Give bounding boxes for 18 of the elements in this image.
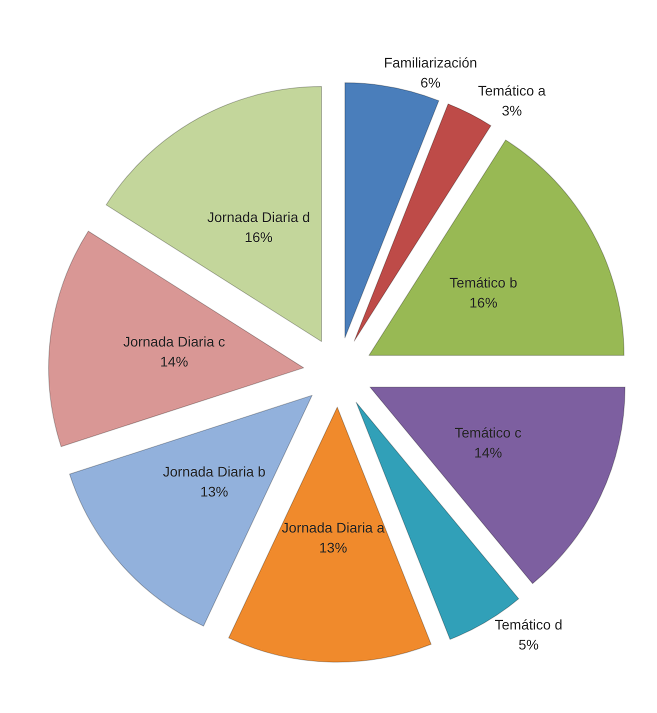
data-label: 13% xyxy=(200,484,228,500)
data-label: 13% xyxy=(319,540,348,556)
data-label: 6% xyxy=(420,74,441,91)
data-label: 14% xyxy=(474,444,502,461)
data-label: 3% xyxy=(502,102,522,118)
slice-label: Jornada Diaria c xyxy=(123,333,226,350)
slice-label: Jornada Diaria a xyxy=(282,520,385,536)
slice-label: Temático c xyxy=(454,424,522,441)
slice-label: Jornada Diaria b xyxy=(162,464,266,480)
slice-label: Temático a xyxy=(478,82,546,98)
data-label: 16% xyxy=(244,229,273,246)
slice-label: Temático b xyxy=(450,274,518,290)
slice-label: Temático d xyxy=(494,616,562,633)
slice-label: Familiarización xyxy=(384,54,478,71)
data-label: 14% xyxy=(160,353,188,370)
data-label: 16% xyxy=(469,294,498,310)
data-label: 5% xyxy=(518,636,539,653)
slice-label: Jornada Diaria d xyxy=(207,209,310,226)
